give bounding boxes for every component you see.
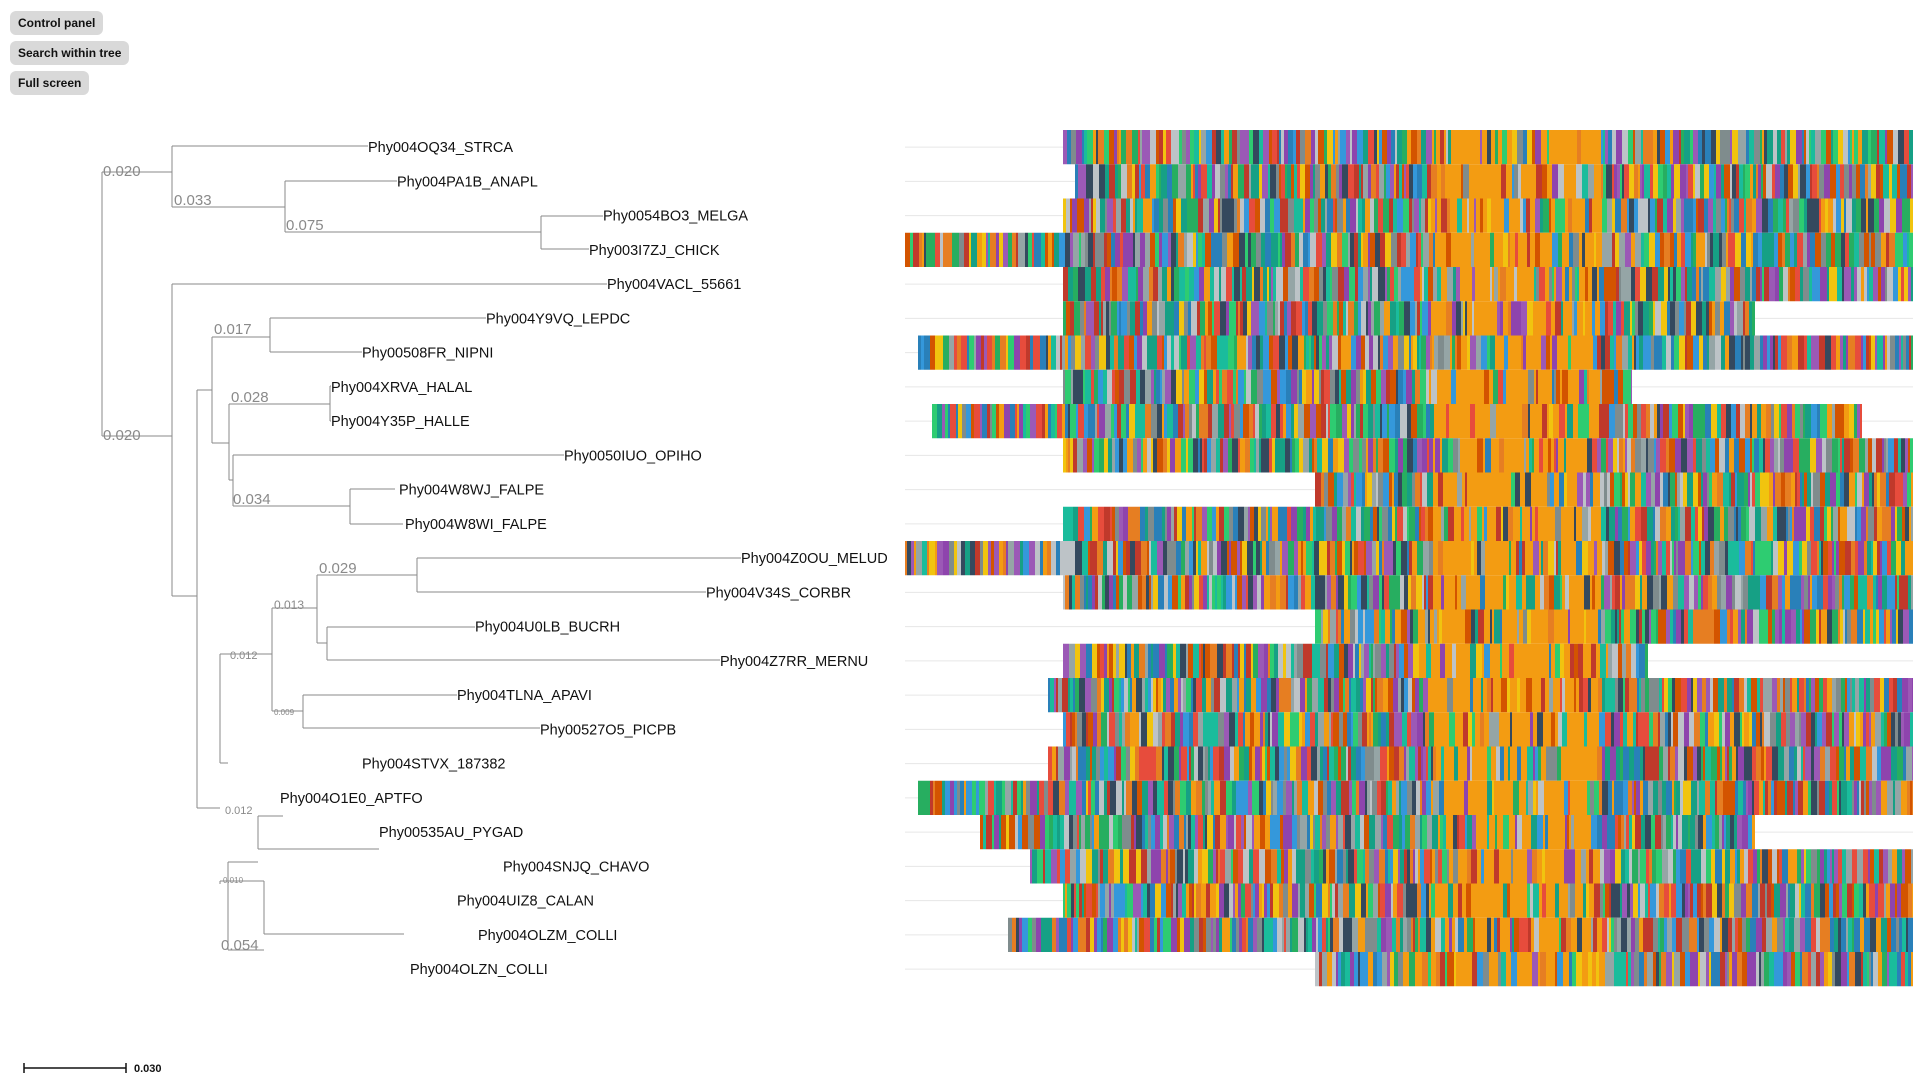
leaf-label[interactable]: Phy004W8WJ_FALPE <box>399 483 544 499</box>
leaf-label[interactable]: Phy004W8WI_FALPE <box>405 517 547 533</box>
leaf-label[interactable]: Phy004OLZN_COLLI <box>410 962 548 978</box>
leaf-label[interactable]: Phy004O1E0_APTFO <box>280 791 423 807</box>
branch-length-label: 0.012 <box>230 650 258 662</box>
leaf-label[interactable]: Phy004Y35P_HALLE <box>331 414 470 430</box>
leaf-label[interactable]: Phy004U0LB_BUCRH <box>475 620 620 636</box>
leaf-label[interactable]: Phy004OLZM_COLLI <box>478 928 617 944</box>
phylogenetic-tree: Phy004OQ34_STRCA Phy004PA1B_ANAPL Phy0054B… <box>101 140 888 978</box>
branch-length-label: 0.054 <box>221 937 259 954</box>
leaf-label[interactable]: Phy004UIZ8_CALAN <box>457 894 594 910</box>
leaf-label[interactable]: Phy004VACL_55661 <box>607 277 741 293</box>
leaf-label[interactable]: Phy00535AU_PYGAD <box>379 825 523 841</box>
branch-length-label: 0.017 <box>214 321 252 338</box>
leaf-label[interactable]: Phy003I7ZJ_CHICK <box>589 243 720 259</box>
leaf-label[interactable]: Phy004Z0OU_MELUD <box>741 551 888 567</box>
leaf-label[interactable]: Phy004STVX_187382 <box>362 757 506 773</box>
branch-length-labels: 0.020 0.033 0.075 0.020 0.017 0.028 0.034 0.029… <box>103 163 357 954</box>
branch-length-label: 0.028 <box>231 389 269 406</box>
leaf-label[interactable]: Phy004OQ34_STRCA <box>368 140 513 156</box>
full-screen-button[interactable]: Full screen <box>10 71 90 95</box>
branch-length-label: 0.034 <box>233 491 271 508</box>
leaf-label[interactable]: Phy0054BO3_MELGA <box>603 209 748 225</box>
branch-length-label: 0.010 <box>223 876 244 885</box>
branch-length-label: 0.075 <box>286 217 324 234</box>
branch-length-label: 0.012 <box>225 805 253 817</box>
branch-length-label: 0.020 <box>103 163 141 180</box>
branch-length-label: 0.020 <box>103 427 141 444</box>
leaf-label[interactable]: Phy004V34S_CORBR <box>706 585 851 601</box>
search-within-tree-button[interactable]: Search within tree <box>10 41 130 65</box>
leaf-label[interactable]: Phy00508FR_NIPNI <box>362 346 493 362</box>
control-panel-button[interactable]: Control panel <box>10 11 104 35</box>
branch-length-label: 0.033 <box>174 192 212 209</box>
branch-length-label: 0.013 <box>274 598 304 612</box>
sequence-alignment <box>905 130 1913 987</box>
leaf-label[interactable]: Phy004SNJQ_CHAVO <box>503 859 649 875</box>
branch-length-label: 0.009 <box>274 708 295 717</box>
scale-bar: 0.030 <box>23 1063 162 1075</box>
leaf-label[interactable]: Phy00527O5_PICPB <box>540 722 676 738</box>
leaf-label[interactable]: Phy004XRVA_HALAL <box>331 380 472 396</box>
leaf-label[interactable]: Phy0050IUO_OPIHO <box>564 448 702 464</box>
tree-edges <box>101 145 741 951</box>
scale-bar-label: 0.030 <box>134 1063 162 1075</box>
leaf-label[interactable]: Phy004PA1B_ANAPL <box>397 174 538 190</box>
leaf-labels: Phy004OQ34_STRCA Phy004PA1B_ANAPL Phy0054B… <box>280 140 888 978</box>
leaf-label[interactable]: Phy004Z7RR_MERNU <box>720 654 868 670</box>
leaf-label[interactable]: Phy004Y9VQ_LEPDC <box>486 311 630 327</box>
leaf-label[interactable]: Phy004TLNA_APAVI <box>457 688 592 704</box>
branch-length-label: 0.029 <box>319 560 357 577</box>
